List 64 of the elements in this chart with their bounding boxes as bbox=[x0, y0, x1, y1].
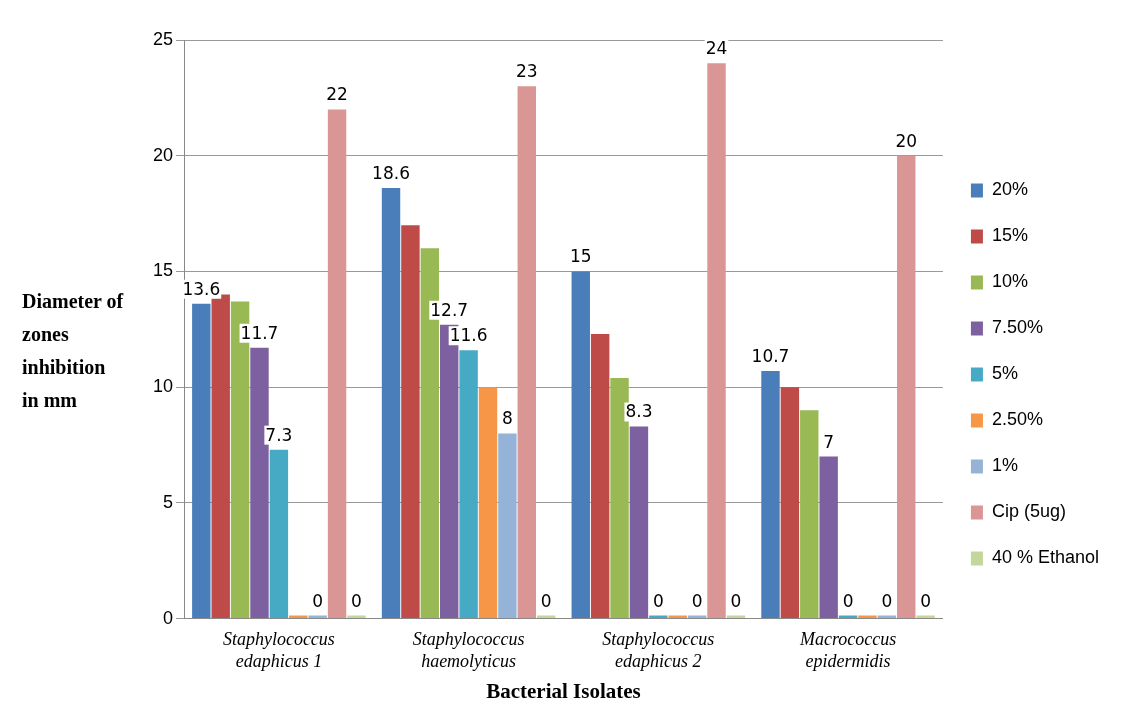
bar bbox=[761, 370, 780, 619]
bar bbox=[590, 333, 610, 619]
bar bbox=[629, 426, 649, 619]
y-tick-label: 20 bbox=[152, 144, 174, 165]
bar bbox=[780, 387, 800, 619]
data-label: 10.7 bbox=[751, 345, 790, 366]
data-label: 0 bbox=[730, 590, 742, 611]
bar bbox=[819, 456, 838, 619]
bar bbox=[327, 109, 347, 619]
data-label: 13.6 bbox=[182, 278, 221, 299]
data-label: 0 bbox=[652, 590, 664, 611]
legend-label: 5% bbox=[991, 363, 1018, 384]
data-label: 7 bbox=[823, 431, 835, 452]
y-tick-label: 5 bbox=[163, 491, 174, 512]
data-label: 20 bbox=[895, 130, 918, 151]
legend-label: 7.50% bbox=[991, 317, 1043, 338]
bar bbox=[897, 155, 916, 619]
data-label: 0 bbox=[540, 590, 552, 611]
legend-label: 10% bbox=[991, 271, 1028, 292]
bar bbox=[517, 86, 536, 619]
data-label: 0 bbox=[691, 590, 703, 611]
y-axis-title: Diameter of zones inhibition in mm bbox=[22, 289, 125, 413]
bar bbox=[401, 225, 420, 619]
bar bbox=[381, 188, 401, 619]
data-label: 0 bbox=[920, 590, 932, 611]
y-tick-label: 15 bbox=[152, 260, 174, 281]
data-label: 23 bbox=[515, 61, 538, 82]
y-tick-label: 25 bbox=[152, 28, 174, 49]
legend-label: Cip (5ug) bbox=[991, 501, 1066, 522]
data-label: 0 bbox=[312, 590, 324, 611]
x-tick-label: Macrococcus epidermidis bbox=[798, 629, 897, 671]
legend-label: 15% bbox=[991, 225, 1028, 246]
bar bbox=[211, 294, 230, 619]
x-tick-label: Staphylococcus haemolyticus bbox=[412, 629, 525, 671]
data-label: 8 bbox=[501, 408, 513, 429]
legend-label: 20% bbox=[991, 179, 1028, 200]
data-label: 24 bbox=[705, 38, 728, 59]
bar bbox=[571, 271, 590, 619]
bar bbox=[478, 387, 498, 619]
data-label: 22 bbox=[326, 84, 348, 105]
legend-label: 40 % Ethanol bbox=[991, 547, 1099, 568]
bar bbox=[459, 350, 478, 619]
legend-label: 2.50% bbox=[991, 409, 1043, 430]
x-tick-label: Staphylococcus edaphicus 2 bbox=[602, 629, 715, 671]
bar bbox=[192, 303, 211, 619]
data-label: 0 bbox=[351, 590, 362, 611]
data-label: 0 bbox=[881, 590, 893, 611]
y-tick-label: 0 bbox=[163, 607, 174, 628]
data-label: 11.6 bbox=[449, 325, 488, 346]
x-tick-label: Staphylococcus edaphicus 1 bbox=[222, 629, 335, 671]
bar bbox=[498, 433, 517, 619]
bar bbox=[800, 410, 819, 619]
y-tick-label: 10 bbox=[152, 376, 174, 397]
bar bbox=[269, 449, 289, 619]
data-label: 0 bbox=[842, 590, 854, 611]
x-axis-title: Bacterial Isolates bbox=[486, 678, 641, 703]
data-label: 15 bbox=[569, 246, 592, 267]
data-label: 11.7 bbox=[240, 322, 279, 343]
legend-label: 1% bbox=[991, 455, 1018, 476]
data-label: 7.3 bbox=[265, 424, 293, 445]
data-label: 18.6 bbox=[372, 163, 410, 184]
bar bbox=[707, 63, 726, 619]
data-label: 8.3 bbox=[625, 401, 653, 422]
data-label: 12.7 bbox=[430, 299, 469, 320]
